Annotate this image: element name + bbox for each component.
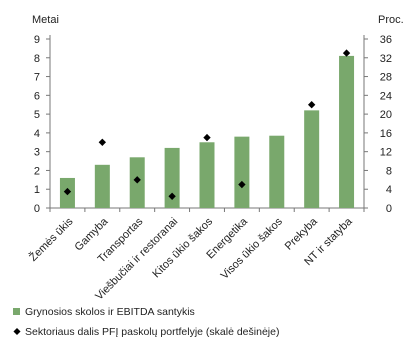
bar: [199, 142, 215, 208]
bar: [339, 55, 355, 209]
y-left-tick-label: 6: [34, 90, 40, 102]
bar: [94, 164, 110, 208]
y-right-tick-label: 16: [380, 128, 392, 140]
legend-label-bars: Grynosios skolos ir EBITDA santykis: [25, 306, 195, 318]
bars: [59, 55, 355, 209]
bar: [164, 147, 180, 208]
y-left-tick-label: 9: [34, 34, 40, 46]
bar: [269, 135, 285, 208]
y-right-tick-label: 28: [380, 72, 392, 84]
y-axis-left-label: Metai: [32, 14, 59, 26]
marker: [63, 187, 72, 196]
x-tick-label: Kitos ūkio šakos: [150, 215, 215, 280]
y-right-tick-label: 4: [386, 184, 392, 196]
y-right-tick-label: 36: [380, 34, 392, 46]
x-tick-label: Žemės ūkis: [27, 215, 76, 264]
legend-label-markers: Sektoriaus dalis PFĮ paskolų portfelyje …: [25, 326, 279, 338]
y-left-tick-label: 7: [34, 72, 40, 84]
y-left-tick-label: 5: [34, 109, 40, 121]
y-left-tick-label: 0: [34, 203, 40, 215]
marker: [98, 138, 107, 146]
y-right-tick-label: 12: [380, 147, 392, 159]
legend: Grynosios skolos ir EBITDA santykis Sekt…: [13, 306, 279, 338]
marker: [307, 101, 316, 109]
bar: [234, 136, 250, 208]
y-right-tick-label: 8: [386, 165, 392, 177]
y-left-tick-label: 4: [34, 128, 40, 140]
y-right-tick-label: 32: [380, 53, 392, 65]
y-axis-right-label: Proc.: [378, 14, 404, 26]
marker: [342, 49, 351, 57]
y-right-tick-label: 0: [386, 203, 392, 215]
legend-swatch-markers: [13, 327, 21, 336]
y-right-tick-label: 20: [380, 109, 392, 121]
marker: [238, 180, 246, 189]
y-left-tick-label: 2: [34, 165, 40, 177]
y-left-tick-label: 3: [34, 147, 40, 159]
y-right-tick-label: 24: [380, 90, 392, 102]
x-tick-label: Visos ūkio šakos: [219, 215, 286, 282]
y-left-tick-label: 8: [34, 53, 40, 65]
y-left-tick-label: 1: [34, 184, 40, 196]
marker: [203, 133, 211, 142]
legend-swatch-bars: [13, 308, 20, 315]
bar: [304, 110, 320, 208]
